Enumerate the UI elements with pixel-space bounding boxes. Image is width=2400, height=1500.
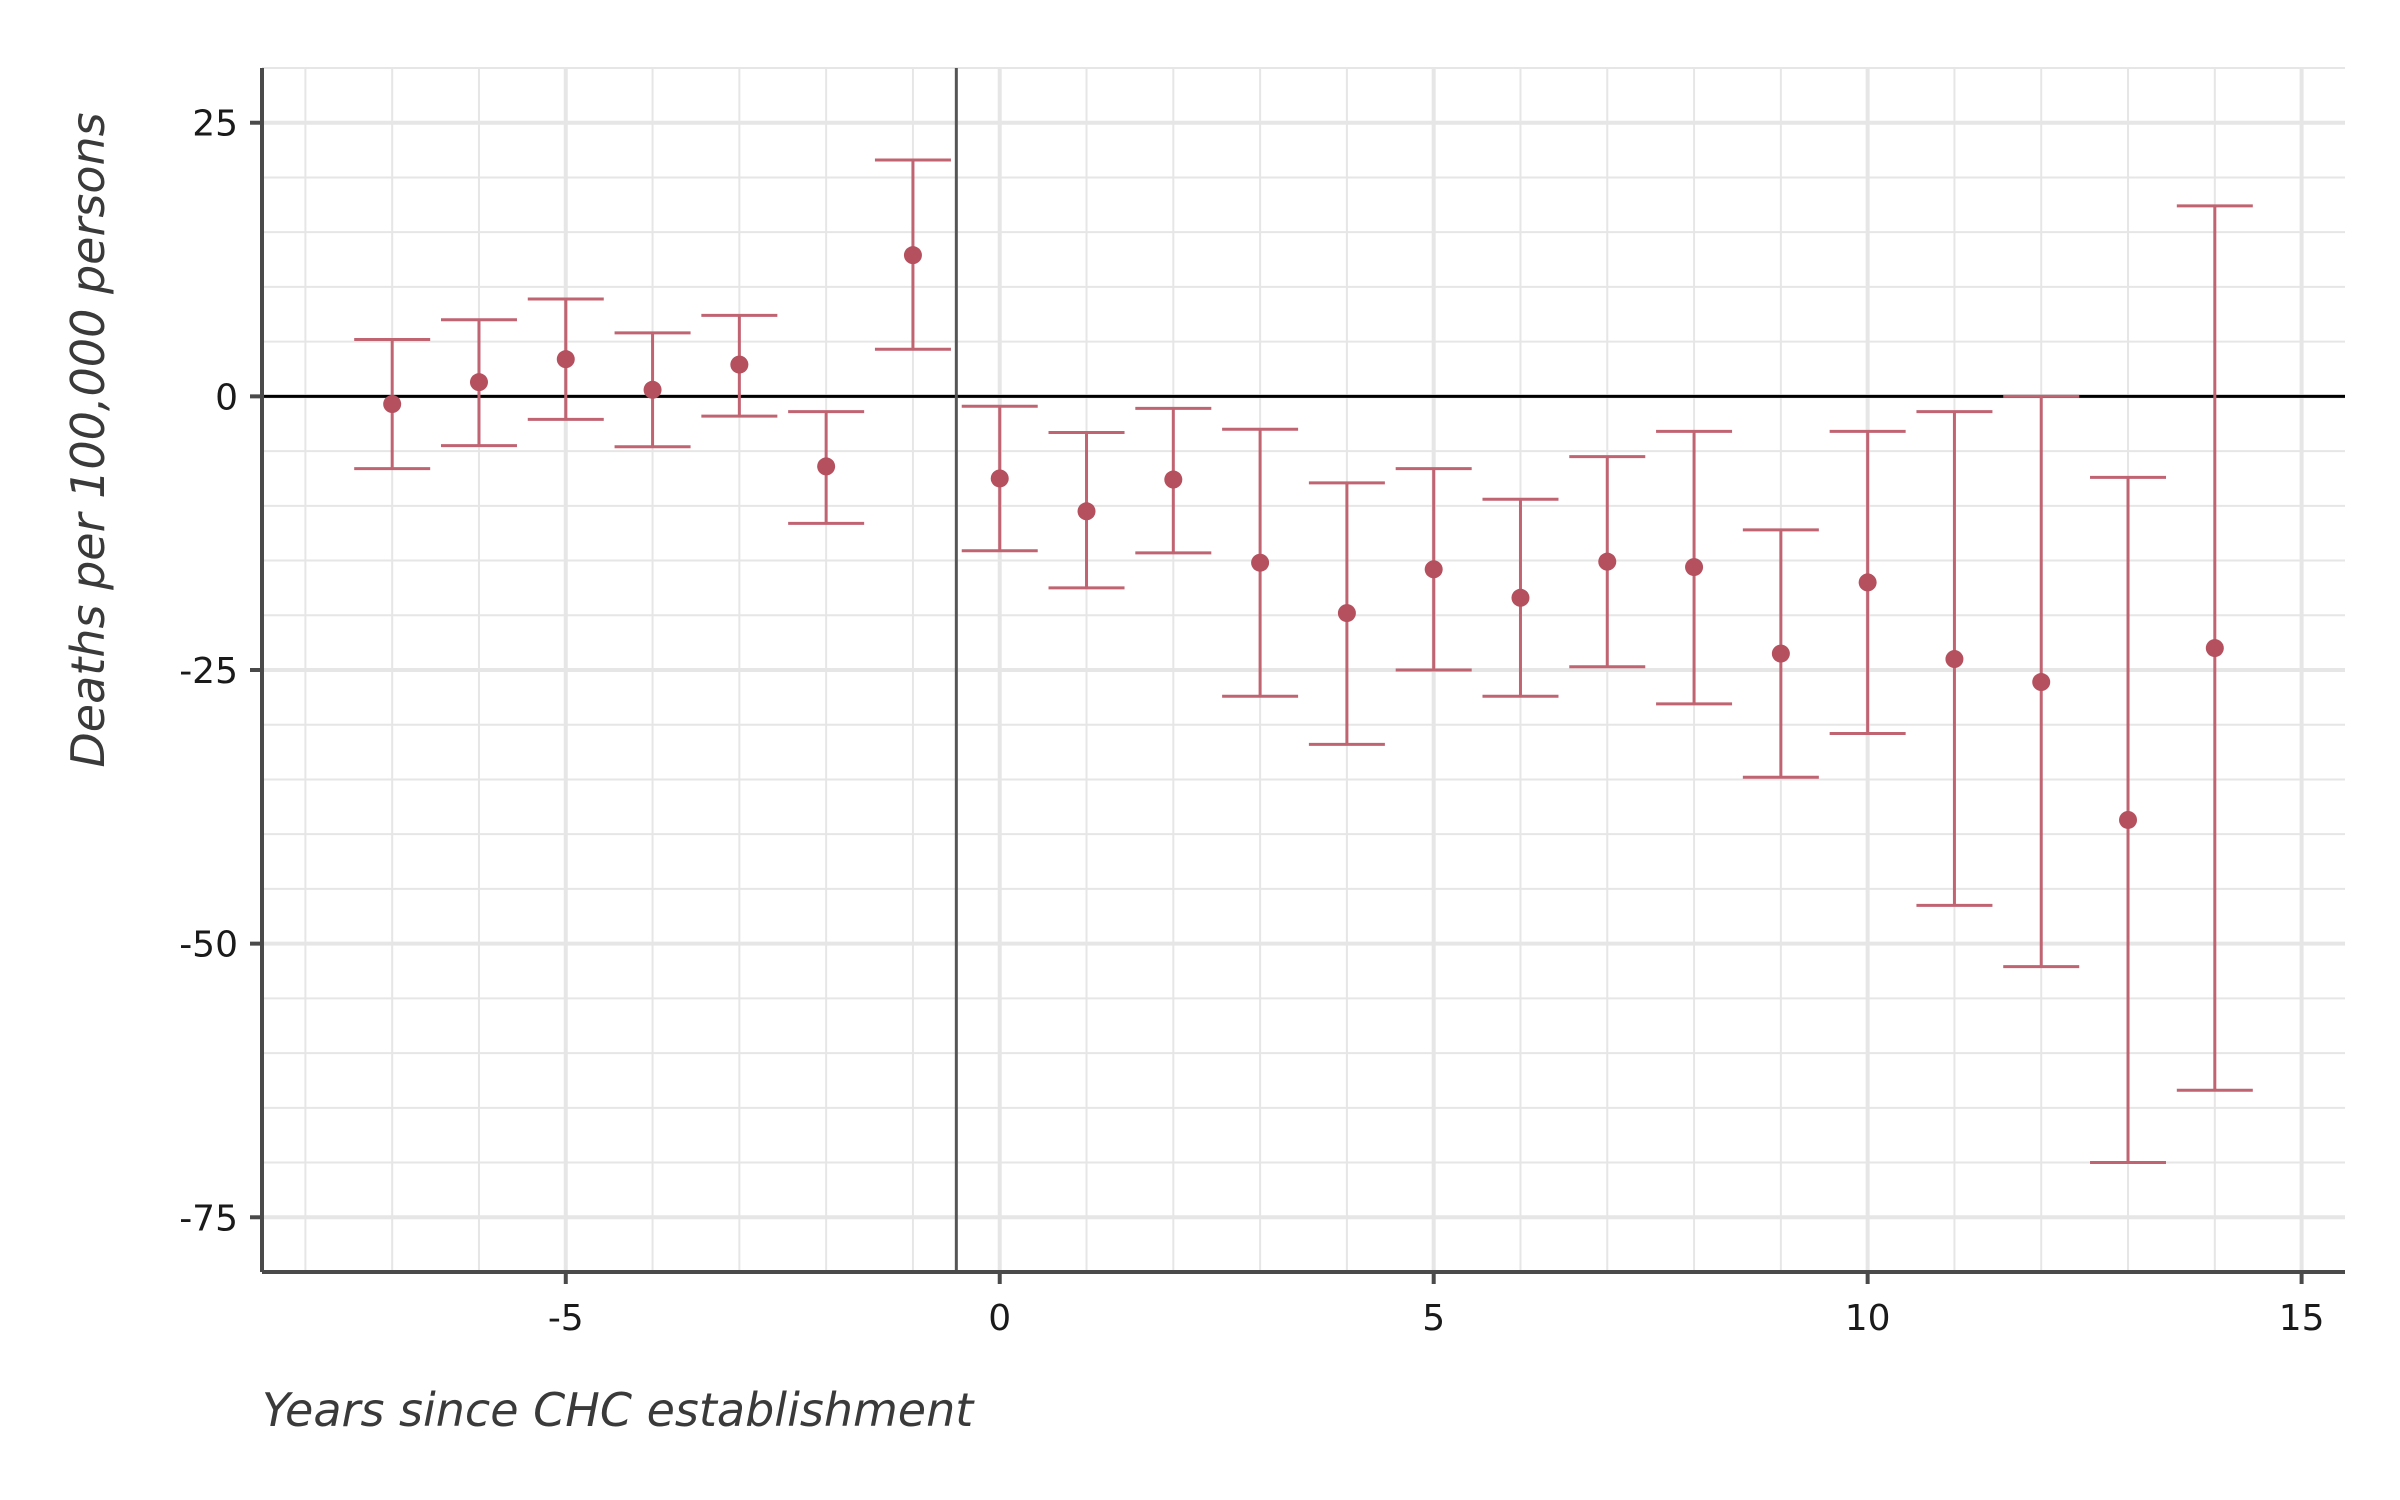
y-tick-label: 25: [192, 104, 238, 145]
point-estimate: [1858, 573, 1877, 592]
y-tick-label: -75: [179, 1198, 238, 1239]
point-estimate: [383, 395, 402, 414]
point-estimate: [1685, 558, 1704, 577]
point-estimates: [383, 246, 2224, 829]
point-estimate: [1337, 604, 1356, 623]
point-estimate: [643, 380, 662, 399]
point-estimate: [2205, 639, 2224, 658]
point-estimate: [2119, 810, 2138, 829]
point-estimate: [1251, 553, 1270, 572]
y-tick-label: -25: [179, 651, 238, 692]
x-tick-label: -5: [548, 1298, 584, 1339]
point-estimate: [556, 350, 575, 369]
x-axis-ticks: -5 0 5 10 15: [548, 1272, 2325, 1339]
point-estimate: [1598, 552, 1617, 571]
y-tick-label: -50: [179, 925, 238, 966]
x-axis-title: Years since CHC establishment: [262, 1383, 975, 1437]
x-tick-label: 5: [1422, 1298, 1445, 1339]
point-estimate: [1771, 644, 1790, 663]
point-estimate: [469, 373, 488, 392]
y-axis-title: Deaths per 100,000 persons: [61, 112, 115, 767]
point-estimate: [817, 457, 836, 476]
point-estimate: [990, 469, 1009, 488]
point-estimate: [1945, 650, 1964, 669]
point-estimate: [730, 355, 749, 374]
y-tick-label: 0: [215, 377, 238, 418]
point-estimate: [1077, 502, 1096, 521]
x-tick-label: 0: [988, 1298, 1011, 1339]
point-estimate: [2032, 673, 2051, 692]
point-estimate: [903, 246, 922, 265]
x-tick-label: 15: [2279, 1298, 2325, 1339]
y-axis-ticks: -75 -50 -25 0 25: [179, 104, 262, 1239]
reference-lines: [262, 68, 2345, 1272]
x-tick-label: 10: [1845, 1298, 1891, 1339]
error-bars: [354, 158, 2253, 1165]
major-gridlines: [262, 68, 2345, 1272]
point-estimate: [1424, 560, 1443, 579]
point-estimate: [1511, 588, 1530, 607]
point-estimate: [1164, 470, 1183, 489]
